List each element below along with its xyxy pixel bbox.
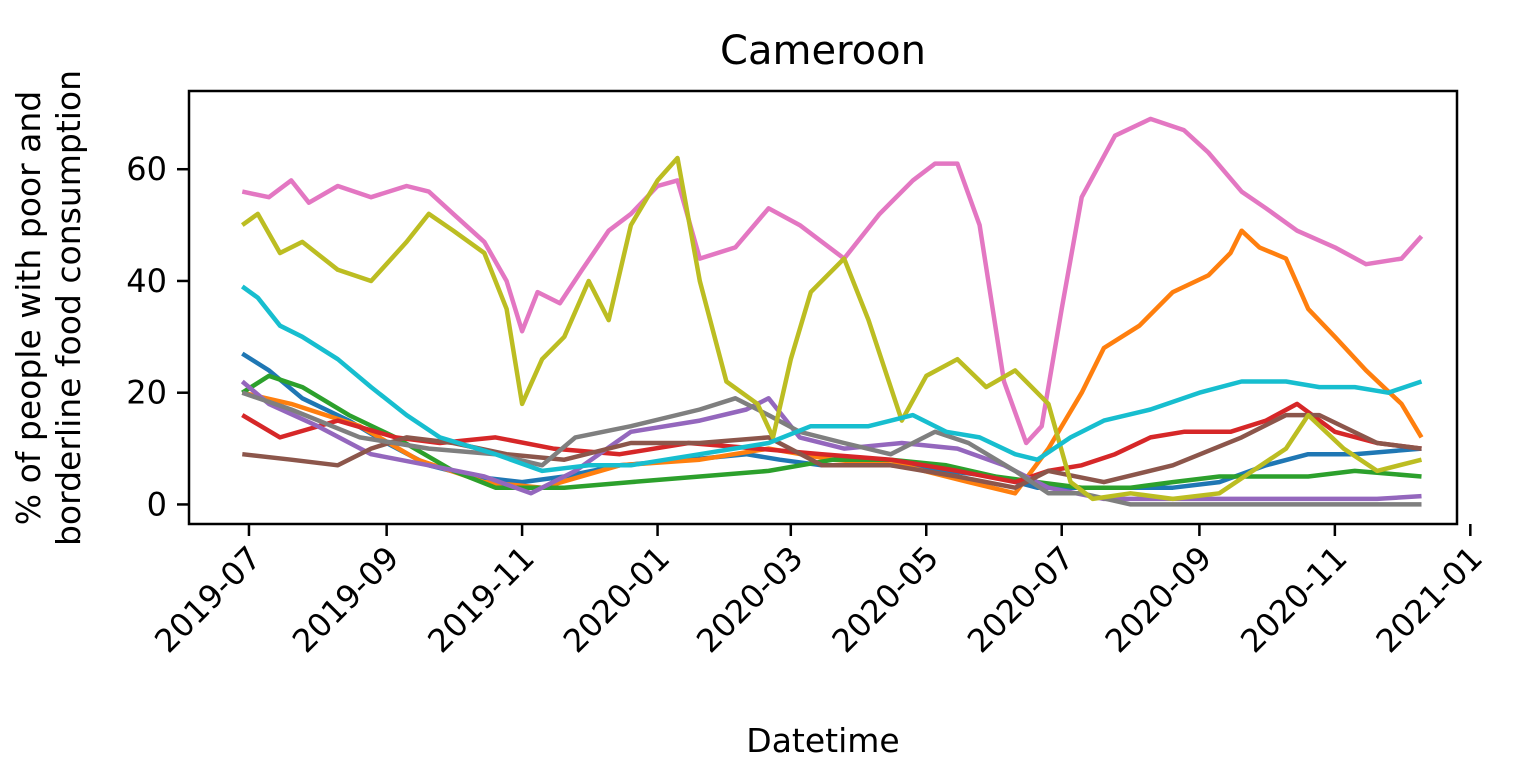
x-tick-label-2: 2019-09	[285, 539, 406, 660]
series-line-1	[241, 351, 1422, 490]
x-axis-label: Datetime	[746, 721, 899, 760]
x-tick-label-6: 2020-05	[825, 539, 946, 660]
y-tick-label-1: 0	[147, 485, 167, 523]
series-line-7	[241, 116, 1424, 446]
x-tick-label-4: 2020-01	[556, 539, 677, 660]
x-tick-label-8: 2020-09	[1098, 539, 1219, 660]
chart-title: Cameroon	[720, 28, 926, 74]
y-axis-label-line-2: borderline food consumption	[49, 70, 88, 546]
series-line-4	[241, 401, 1422, 485]
plot-area-frame	[187, 89, 1459, 526]
series-layer	[240, 116, 1424, 507]
y-tick-label-2: 20	[126, 374, 167, 412]
y-axis-ticks: 0 20 40 60	[126, 150, 189, 523]
x-axis-ticks: 2019-07 2019-09 2019-11 2020-01 2020-03 2020-…	[147, 524, 1490, 660]
x-tick-label-5: 2020-03	[689, 539, 810, 660]
y-axis-label-line-1: % of people with poor and	[9, 91, 48, 525]
x-tick-label-1: 2019-07	[147, 539, 268, 660]
x-tick-label-7: 2020-07	[960, 539, 1081, 660]
y-axis-label: % of people with poor and borderline foo…	[9, 70, 88, 546]
series-line-9	[240, 155, 1423, 502]
x-tick-label-3: 2019-11	[420, 539, 541, 660]
y-tick-label-4: 60	[126, 150, 167, 188]
x-tick-label-10: 2021-01	[1369, 539, 1490, 660]
series-line-8	[241, 390, 1422, 507]
series-line-10	[240, 284, 1423, 474]
x-tick-label-9: 2020-11	[1233, 539, 1354, 660]
y-tick-label-3: 40	[126, 262, 167, 300]
